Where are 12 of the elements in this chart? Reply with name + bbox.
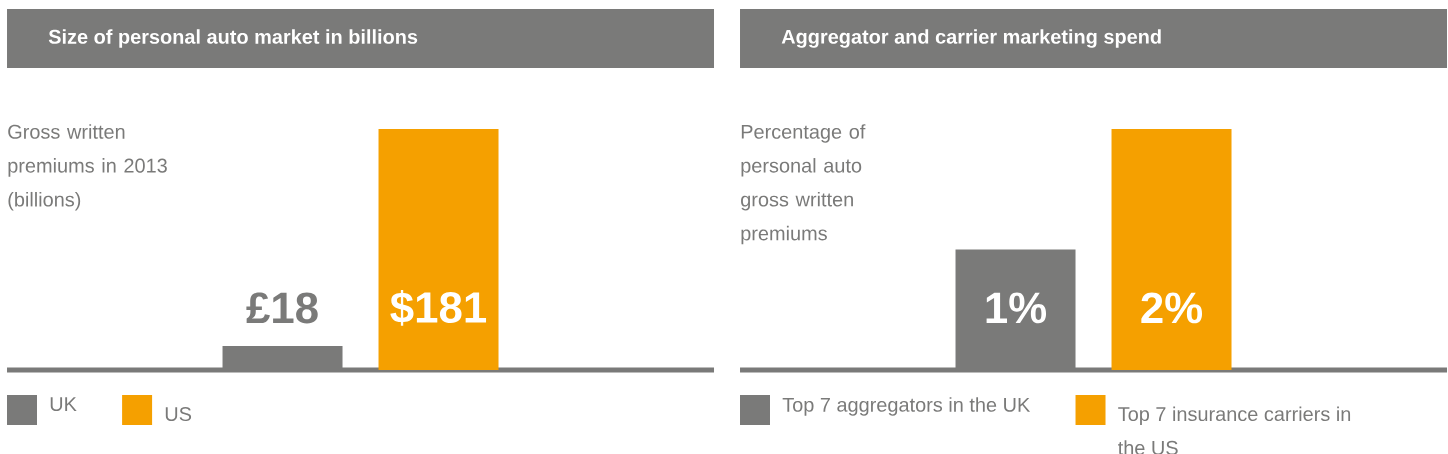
data-label: $181	[390, 290, 487, 326]
y-axis-title: Percentage of personal auto gross written premiums	[741, 124, 866, 245]
data-label: 2%	[1141, 292, 1203, 324]
legend-label: US	[165, 406, 192, 422]
legend-label: Top 7 insurance carriers in the US	[1118, 406, 1351, 454]
chart-title: Size of personal auto market in billions	[48, 29, 418, 48]
y-axis-title: Gross written premiums in 2013 (billions)	[8, 124, 167, 211]
chart-title: Aggregator and carrier marketing spend	[781, 29, 1161, 48]
legend-label: Top 7 aggregators in the UK	[782, 397, 1031, 416]
data-label: £18	[246, 292, 318, 324]
legend-label: UK	[50, 397, 77, 412]
data-label: 1%	[986, 292, 1047, 324]
